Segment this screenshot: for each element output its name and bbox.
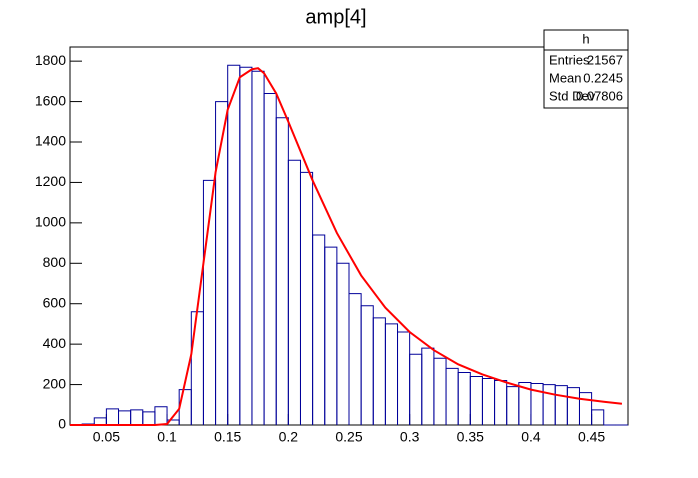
x-tick-label: 0.35 (457, 429, 484, 445)
histogram-bin (154, 406, 168, 425)
stats-box (543, 29, 629, 109)
y-tick-label: 400 (43, 335, 67, 351)
stats-value: 0.07806 (576, 88, 623, 103)
histogram-bin (578, 392, 593, 425)
chart-title: amp[4] (305, 6, 366, 28)
stats-label: Mean (549, 70, 582, 85)
x-tick-label: 0.45 (578, 429, 605, 445)
stats-value: 21567 (587, 52, 623, 67)
stats-label: Entries (549, 52, 590, 67)
x-tick-label: 0.15 (214, 429, 241, 445)
y-tick-label: 1600 (35, 92, 66, 108)
fit-curve (70, 67, 623, 426)
x-tick-label: 0.1 (157, 429, 177, 445)
x-tick-label: 0.3 (400, 429, 420, 445)
x-tick-label: 0.05 (93, 429, 120, 445)
y-tick-label: 1800 (35, 52, 66, 68)
y-tick-label: 1400 (35, 133, 66, 149)
y-tick-label: 1000 (35, 214, 66, 230)
y-tick-label: 0 (58, 416, 66, 432)
histogram-bin (591, 409, 605, 425)
y-tick-label: 200 (43, 375, 67, 391)
y-tick-label: 600 (43, 294, 67, 310)
x-tick-label: 0.2 (279, 429, 299, 445)
stats-label: Std Dev (549, 88, 596, 103)
y-tick-label: 800 (43, 254, 67, 270)
y-tick-label: 1200 (35, 173, 66, 189)
x-tick-label: 0.4 (521, 429, 541, 445)
x-tick-label: 0.25 (335, 429, 362, 445)
stats-value: 0.2245 (583, 70, 623, 85)
stats-title: h (582, 31, 589, 46)
